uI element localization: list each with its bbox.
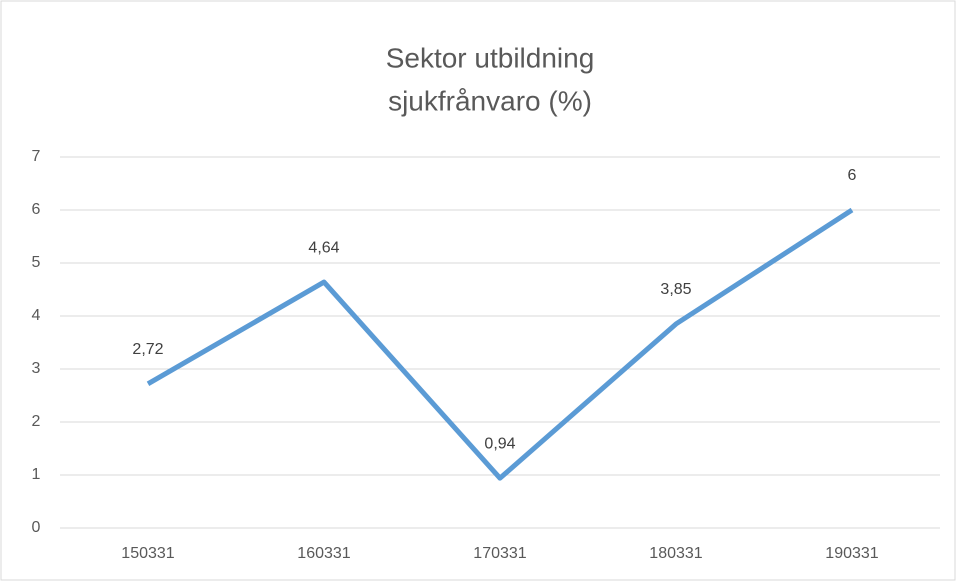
data-label: 6 [848, 167, 857, 184]
y-tick-label: 6 [32, 201, 41, 218]
chart-title: Sektor utbildning [386, 42, 595, 73]
x-tick-label: 160331 [297, 545, 350, 562]
y-tick-label: 2 [32, 413, 41, 430]
data-label: 0,94 [484, 435, 515, 452]
x-tick-label: 150331 [121, 545, 174, 562]
y-tick-label: 4 [32, 307, 41, 324]
y-tick-label: 1 [32, 466, 41, 483]
y-tick-label: 7 [32, 148, 41, 165]
chart-title: sjukfrånvaro (%) [388, 85, 592, 116]
data-label: 3,85 [660, 281, 691, 298]
data-label: 2,72 [132, 341, 163, 358]
data-label: 4,64 [308, 239, 339, 256]
y-tick-label: 0 [32, 519, 41, 536]
y-tick-label: 5 [32, 254, 41, 271]
series-line [146, 207, 854, 481]
x-tick-label: 180331 [649, 545, 702, 562]
x-tick-label: 170331 [473, 545, 526, 562]
y-tick-label: 3 [32, 360, 41, 377]
x-tick-label: 190331 [825, 545, 878, 562]
